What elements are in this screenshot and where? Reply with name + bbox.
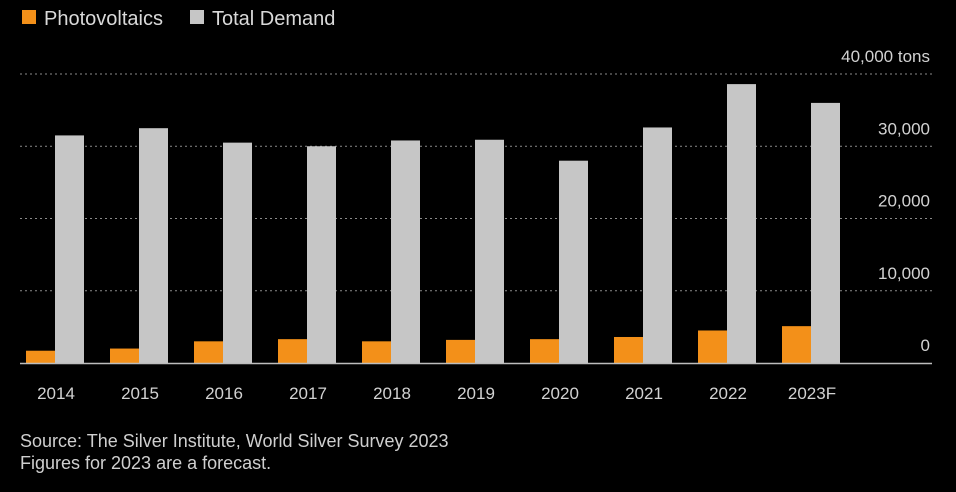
photovoltaics-legend-swatch: [22, 10, 36, 24]
y-unit-label: tons: [893, 47, 930, 66]
x-tick-label: 2021: [625, 384, 663, 403]
x-tick-label: 2015: [121, 384, 159, 403]
bars: [26, 84, 840, 364]
x-tick-label: 2017: [289, 384, 327, 403]
total-demand-bar: [223, 142, 252, 363]
photovoltaics-bar: [446, 339, 475, 363]
total-demand-bar: [139, 128, 168, 363]
photovoltaics-bar: [530, 339, 559, 363]
photovoltaics-bar: [362, 341, 391, 363]
x-tick-label: 2016: [205, 384, 243, 403]
total-demand-bar: [475, 139, 504, 363]
photovoltaics-bar: [110, 348, 139, 363]
photovoltaics-bar: [614, 336, 643, 363]
photovoltaics-bar: [278, 339, 307, 363]
total-demand-legend-label: Total Demand: [212, 8, 335, 30]
legend: Photovoltaics Total Demand: [22, 8, 335, 30]
x-tick-label: 2014: [37, 384, 75, 403]
total-demand-bar: [307, 146, 336, 363]
total-demand-legend-swatch: [190, 10, 204, 24]
x-tick-label: 2022: [709, 384, 747, 403]
photovoltaics-legend-label: Photovoltaics: [44, 8, 163, 30]
y-tick-label: 40,000 tons: [841, 47, 930, 66]
total-demand-bar: [643, 127, 672, 363]
y-tick-label: 10,000: [878, 264, 930, 283]
y-tick-label: 30,000: [878, 119, 930, 138]
y-tick-label: 20,000: [878, 192, 930, 211]
total-demand-bar: [559, 160, 588, 363]
photovoltaics-bar: [782, 326, 811, 363]
photovoltaics-bar: [194, 341, 223, 363]
total-demand-bar: [391, 140, 420, 363]
source-note: Source: The Silver Institute, World Silv…: [20, 431, 449, 451]
total-demand-bar: [55, 135, 84, 363]
forecast-note: Figures for 2023 are a forecast.: [20, 453, 272, 473]
x-tick-label: 2020: [541, 384, 579, 403]
total-demand-bar: [811, 102, 840, 364]
x-tick-label: 2023F: [788, 384, 836, 403]
photovoltaics-bar: [26, 350, 55, 363]
y-tick-label: 0: [921, 336, 930, 355]
x-tick-label: 2018: [373, 384, 411, 403]
axes: 0 10,000 20,000 30,000 40,000 tons 2014 2015 20…: [20, 47, 932, 403]
photovoltaics-bar: [698, 330, 727, 363]
total-demand-bar: [727, 84, 756, 364]
x-tick-label: 2019: [457, 384, 495, 403]
